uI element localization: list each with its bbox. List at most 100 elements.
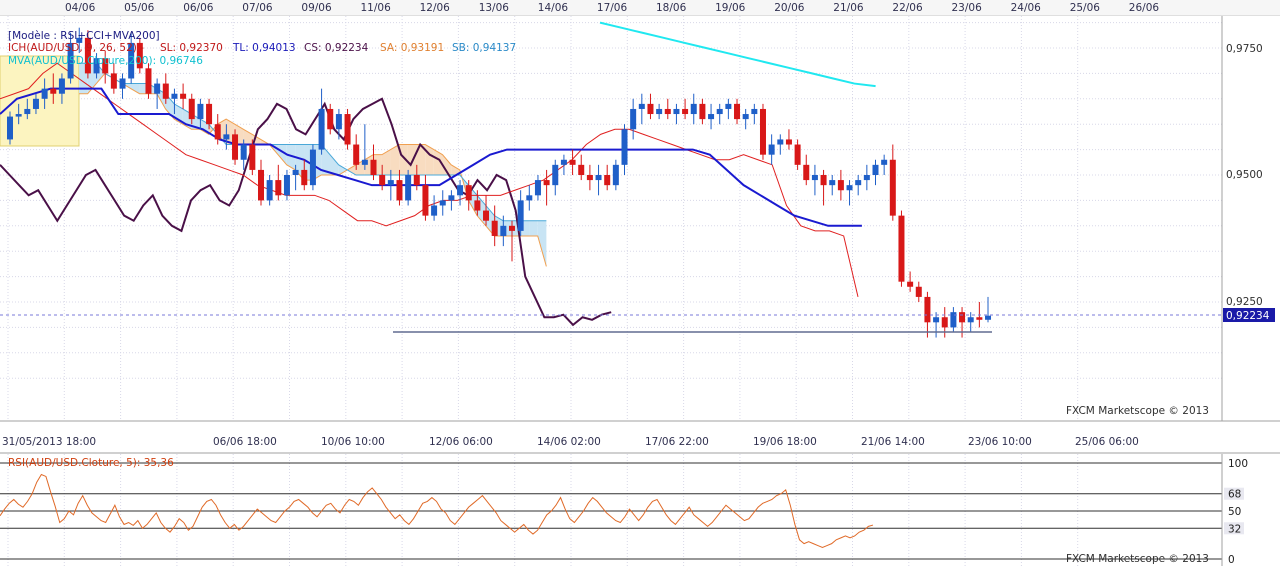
- candle-body: [335, 114, 342, 130]
- chikou-span: [0, 97, 612, 327]
- candle-body: [907, 281, 914, 287]
- candle-body: [725, 103, 732, 109]
- candle-body: [985, 315, 992, 320]
- candle-body: [197, 103, 204, 120]
- candle-body: [863, 175, 870, 181]
- legend-cs: CS: 0,92234: [304, 42, 369, 54]
- candle-body: [673, 108, 680, 115]
- price-axis-bg: [1222, 16, 1280, 421]
- top-date-strip: [0, 0, 1280, 16]
- candle-body: [431, 205, 438, 216]
- candle-body: [119, 78, 126, 89]
- candle-body: [759, 108, 766, 155]
- template-label: [Modèle : RSI+CCI+MVA200]: [8, 30, 160, 42]
- candle-body: [846, 185, 853, 191]
- candle-body: [889, 159, 896, 216]
- candle-body: [872, 164, 879, 175]
- candle-body: [405, 175, 412, 201]
- legend-tl: TL: 0,94013: [232, 42, 296, 54]
- candle-body: [214, 124, 221, 140]
- candle-body: [656, 108, 663, 115]
- top-date-label: 22/06: [892, 2, 923, 14]
- price-label-2: 0,9250: [1226, 296, 1263, 308]
- candle-body: [708, 114, 715, 120]
- watermark: FXCM Marketscope © 2013: [1066, 405, 1209, 417]
- candle-body: [422, 185, 429, 216]
- top-date-label: 17/06: [597, 2, 628, 14]
- candle-body: [318, 108, 325, 150]
- candle-body: [517, 200, 524, 231]
- candle-body: [206, 103, 213, 125]
- top-date-label: 18/06: [656, 2, 687, 14]
- candle-body: [915, 286, 922, 297]
- candle-body: [24, 108, 31, 115]
- candle-body: [396, 180, 403, 201]
- cloud-segment: [529, 220, 538, 236]
- candle-body: [690, 103, 697, 115]
- cloud-segment: [329, 154, 339, 175]
- top-date-label: 09/06: [301, 2, 332, 14]
- candle-body: [457, 185, 464, 196]
- candle-body: [794, 144, 801, 165]
- rsi-panel[interactable]: RSI(AUD/USD.Cloture, 5): 35,36 FXCM Mark…: [0, 454, 1280, 566]
- kijun-sen: [0, 87, 862, 227]
- rsi-level-label: 68: [1228, 489, 1241, 501]
- price-axis[interactable]: 0,9750 0,9500 0,9250 0,92234: [1221, 16, 1280, 421]
- bottom-date-label: 31/05/2013 18:00: [2, 436, 96, 448]
- candlesticks: [7, 27, 992, 338]
- candle-body: [128, 42, 135, 79]
- candle-body: [647, 103, 654, 115]
- bottom-date-label: 06/06 18:00: [213, 436, 277, 448]
- bottom-date-axis: 31/05/2013 18:00 06/06 18:00 10/06 10:00 12…: [2, 436, 1139, 448]
- candle-body: [898, 215, 905, 282]
- candle-body: [803, 164, 810, 181]
- candle-body: [716, 108, 723, 115]
- candle-body: [855, 180, 862, 186]
- candle-body: [933, 317, 940, 323]
- candle-body: [578, 164, 585, 175]
- cloud-segment: [286, 144, 296, 170]
- candle-body: [552, 164, 559, 186]
- candle-body: [257, 169, 264, 201]
- candle-body: [881, 159, 888, 165]
- candle-body: [742, 114, 749, 120]
- candle-body: [309, 149, 316, 186]
- rsi-level-label: 50: [1228, 506, 1241, 518]
- top-date-label: 19/06: [715, 2, 746, 14]
- candle-body: [76, 37, 83, 43]
- top-date-label: 07/06: [242, 2, 273, 14]
- cloud-segment: [130, 83, 140, 94]
- candle-body: [7, 116, 13, 140]
- candle-body: [344, 114, 351, 145]
- rsi-level-lines: [0, 462, 1222, 560]
- legend-sb: SB: 0,94137: [452, 42, 516, 54]
- candle-body: [829, 180, 836, 186]
- candle-body: [586, 175, 593, 181]
- bottom-date-label: 10/06 10:00: [321, 436, 385, 448]
- candle-body: [370, 159, 377, 175]
- rsi-level-label: 32: [1228, 523, 1241, 535]
- bottom-date-label: 25/06 06:00: [1075, 436, 1139, 448]
- candle-body: [249, 144, 256, 170]
- candle-body: [569, 159, 576, 165]
- candle-body: [292, 169, 299, 175]
- candle-body: [387, 180, 394, 186]
- top-date-label: 04/06: [65, 2, 96, 14]
- candle-body: [439, 200, 446, 206]
- price-panel[interactable]: [0, 16, 1222, 421]
- candle-body: [950, 312, 957, 328]
- current-price-label: 0,92234: [1226, 310, 1270, 322]
- top-date-label: 12/06: [420, 2, 451, 14]
- top-date-label: 26/06: [1129, 2, 1160, 14]
- candle-body: [751, 108, 758, 115]
- candle-body: [777, 139, 784, 145]
- bottom-date-label: 23/06 10:00: [968, 436, 1032, 448]
- top-date-label: 23/06: [952, 2, 983, 14]
- candle-body: [301, 169, 308, 186]
- legend-sa: SA: 0,93191: [380, 42, 444, 54]
- bottom-date-label: 12/06 06:00: [429, 436, 493, 448]
- bottom-date-label: 19/06 18:00: [753, 436, 817, 448]
- candle-body: [145, 68, 152, 94]
- candle-body: [543, 180, 550, 186]
